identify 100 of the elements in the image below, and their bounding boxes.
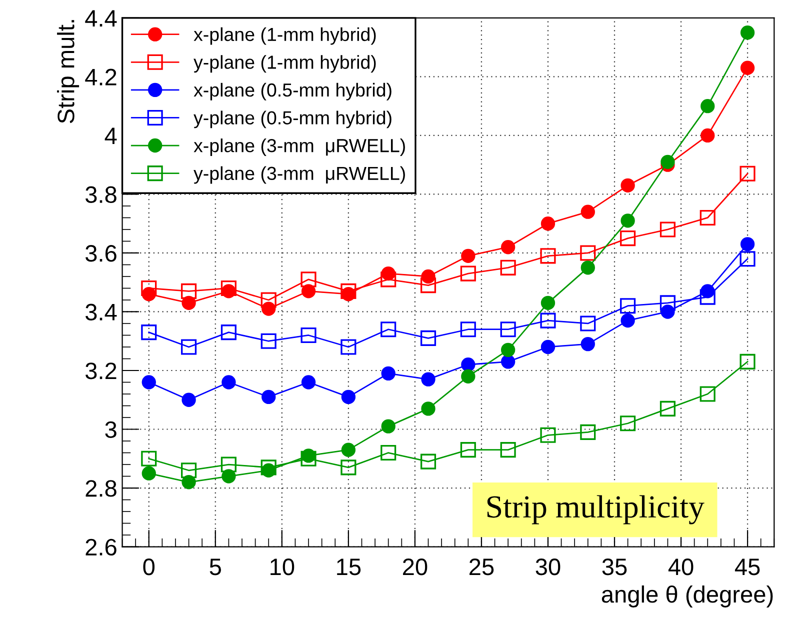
point bbox=[700, 289, 716, 305]
x-tick-label: 35 bbox=[602, 558, 627, 576]
y-axis-title: Strip mult. bbox=[57, 20, 80, 124]
point bbox=[460, 322, 476, 338]
point bbox=[660, 295, 676, 311]
point bbox=[700, 128, 715, 143]
point bbox=[300, 450, 316, 466]
point bbox=[461, 369, 476, 384]
y-tick-label: 3.6 bbox=[85, 245, 116, 262]
point bbox=[421, 372, 436, 386]
x-tick-label: 45 bbox=[734, 558, 760, 576]
x-axis-title: angle θ (degree) bbox=[602, 585, 773, 608]
point bbox=[500, 240, 516, 254]
point bbox=[141, 280, 157, 296]
point bbox=[340, 339, 356, 355]
point bbox=[500, 322, 516, 338]
point bbox=[380, 272, 396, 288]
point bbox=[660, 222, 676, 238]
point bbox=[740, 251, 756, 267]
point bbox=[740, 26, 755, 40]
point bbox=[220, 280, 236, 296]
point bbox=[380, 444, 396, 461]
point bbox=[182, 475, 196, 490]
point bbox=[260, 333, 276, 349]
point bbox=[700, 99, 715, 114]
legend-label: y-plane (3-mm μRWELL) bbox=[194, 166, 405, 184]
point bbox=[500, 442, 516, 458]
y-tick-label: 3 bbox=[105, 421, 116, 438]
point bbox=[300, 272, 316, 288]
point bbox=[580, 424, 596, 440]
point bbox=[580, 245, 596, 261]
point bbox=[620, 298, 636, 314]
point bbox=[580, 316, 596, 332]
point bbox=[700, 210, 716, 226]
point bbox=[181, 339, 197, 355]
point bbox=[142, 375, 156, 390]
point bbox=[381, 366, 396, 381]
legend-label: x-plane (3-mm μRWELL) bbox=[194, 138, 405, 156]
point bbox=[540, 248, 556, 264]
x-tick-label: 40 bbox=[668, 558, 694, 576]
point bbox=[220, 456, 236, 472]
x-tick-label: 25 bbox=[470, 558, 494, 576]
point bbox=[181, 462, 197, 478]
point bbox=[460, 442, 476, 458]
point bbox=[620, 178, 635, 192]
y-tick-label: 2.6 bbox=[86, 538, 116, 556]
point bbox=[420, 330, 436, 346]
point bbox=[580, 336, 595, 352]
point bbox=[262, 390, 276, 404]
point bbox=[740, 60, 755, 75]
point bbox=[620, 416, 636, 432]
point bbox=[260, 460, 276, 476]
y-tick-label: 3.4 bbox=[85, 304, 117, 321]
y-tick-label: 4.2 bbox=[85, 68, 116, 86]
point bbox=[700, 386, 716, 402]
x-tick-label: 0 bbox=[143, 558, 155, 576]
y-tick-label: 3.2 bbox=[85, 362, 116, 380]
point bbox=[740, 166, 756, 182]
point bbox=[141, 450, 157, 466]
legend-label: x-plane (0.5-mm hybrid) bbox=[194, 82, 392, 100]
legend-label: y-plane (0.5-mm hybrid) bbox=[194, 110, 392, 128]
y-tick-label: 4 bbox=[104, 128, 117, 144]
point bbox=[580, 204, 595, 219]
y-tick-label: 4.4 bbox=[85, 10, 117, 27]
point bbox=[620, 230, 636, 246]
y-tick-label: 2.8 bbox=[86, 480, 116, 497]
point bbox=[340, 283, 356, 299]
point bbox=[222, 375, 236, 390]
x-tick-label: 5 bbox=[210, 558, 221, 576]
point bbox=[540, 340, 556, 354]
point bbox=[540, 427, 556, 443]
point bbox=[740, 354, 756, 370]
point bbox=[460, 266, 476, 282]
point bbox=[420, 278, 436, 294]
point bbox=[540, 296, 556, 310]
point bbox=[341, 442, 356, 457]
point bbox=[620, 313, 635, 328]
point bbox=[260, 292, 276, 308]
point bbox=[381, 419, 396, 434]
legend-label: y-plane (1-mm hybrid) bbox=[194, 55, 376, 73]
point bbox=[141, 324, 157, 340]
point bbox=[341, 390, 356, 404]
point bbox=[181, 283, 197, 299]
point bbox=[500, 260, 516, 276]
y-tick-label: 3.8 bbox=[85, 186, 116, 204]
point bbox=[500, 342, 516, 358]
legend-label: x-plane (1-mm hybrid) bbox=[194, 27, 376, 45]
point bbox=[182, 392, 196, 407]
point bbox=[380, 322, 396, 338]
point bbox=[220, 324, 236, 340]
point bbox=[340, 460, 356, 476]
point bbox=[740, 237, 755, 252]
annotation: Strip multiplicity bbox=[487, 495, 704, 524]
point bbox=[580, 260, 595, 275]
x-tick-label: 30 bbox=[536, 558, 560, 576]
point bbox=[540, 312, 556, 328]
point bbox=[461, 248, 476, 264]
point bbox=[421, 402, 436, 416]
point bbox=[420, 454, 436, 470]
point bbox=[461, 358, 476, 372]
